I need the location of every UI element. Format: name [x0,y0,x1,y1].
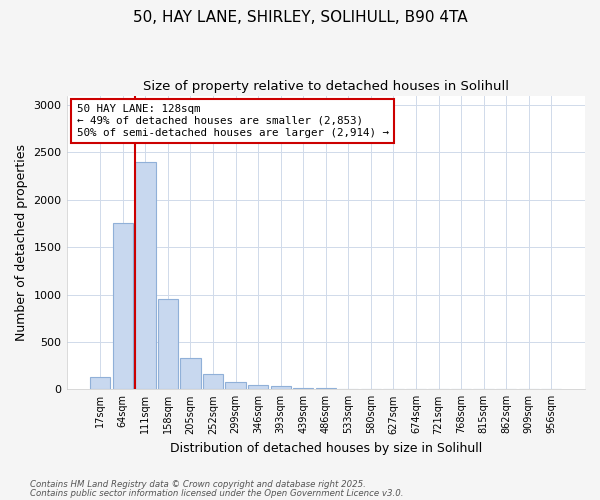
Bar [90,378,110,390]
Bar [203,374,223,390]
Bar [181,358,200,390]
Bar [135,162,155,390]
Text: 50, HAY LANE, SHIRLEY, SOLIHULL, B90 4TA: 50, HAY LANE, SHIRLEY, SOLIHULL, B90 4TA [133,10,467,25]
Bar [158,300,178,390]
Bar [248,384,268,390]
Bar [316,388,336,390]
Text: 50 HAY LANE: 128sqm
← 49% of detached houses are smaller (2,853)
50% of semi-det: 50 HAY LANE: 128sqm ← 49% of detached ho… [77,104,389,138]
Text: Contains HM Land Registry data © Crown copyright and database right 2025.: Contains HM Land Registry data © Crown c… [30,480,366,489]
Title: Size of property relative to detached houses in Solihull: Size of property relative to detached ho… [143,80,509,93]
X-axis label: Distribution of detached houses by size in Solihull: Distribution of detached houses by size … [170,442,482,455]
Bar [113,224,133,390]
Bar [226,382,246,390]
Bar [271,386,291,390]
Bar [293,388,313,390]
Text: Contains public sector information licensed under the Open Government Licence v3: Contains public sector information licen… [30,489,404,498]
Y-axis label: Number of detached properties: Number of detached properties [15,144,28,341]
